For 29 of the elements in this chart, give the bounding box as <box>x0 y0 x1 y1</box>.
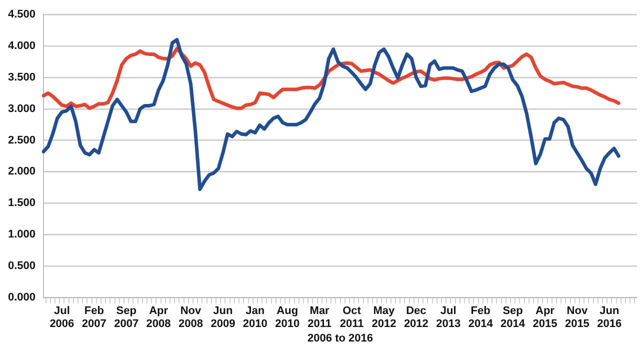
x-tick-label: Aug 2010 <box>275 305 300 330</box>
y-tick-label: 3.500 <box>8 71 36 84</box>
x-tick-label: Jul 2006 <box>50 305 74 330</box>
x-tick-label: Feb 2007 <box>82 305 106 330</box>
y-tick-label: 1.000 <box>8 228 36 241</box>
y-tick-label: 0.500 <box>8 260 36 272</box>
x-tick-label: Jul 2013 <box>436 305 461 330</box>
x-tick-label: Jun 2009 <box>210 305 236 330</box>
y-tick-label: 2.500 <box>8 134 36 146</box>
x-tick-label: Feb 2014 <box>468 305 494 330</box>
x-tick-label: Jun 2016 <box>597 305 622 330</box>
x-tick-label: Mar 2011 <box>308 305 332 330</box>
x-axis-title: 2006 to 2016 <box>308 332 373 344</box>
y-tick-label: 4.000 <box>8 40 36 52</box>
y-tick-label: 0.000 <box>8 291 36 304</box>
x-tick-label: Apr 2015 <box>532 305 558 330</box>
x-tick-label: Jan 2010 <box>242 305 268 330</box>
x-tick-label: Apr 2008 <box>146 305 171 330</box>
x-tick-label: May 2012 <box>372 305 396 330</box>
x-tick-label: Nov 2008 <box>178 305 203 330</box>
x-tick-label: Oct 2011 <box>340 305 364 330</box>
y-tick-label: 2.000 <box>8 166 36 178</box>
x-tick-label: Sep 2014 <box>500 305 526 330</box>
y-tick-label: 1.500 <box>8 197 36 210</box>
x-tick-label: Sep 2007 <box>114 305 139 330</box>
x-tick-label: Dec 2012 <box>404 305 428 330</box>
x-tick-label: Nov 2015 <box>564 305 590 330</box>
y-tick-label: 3.000 <box>8 102 36 115</box>
y-tick-label: 4.500 <box>8 8 36 21</box>
